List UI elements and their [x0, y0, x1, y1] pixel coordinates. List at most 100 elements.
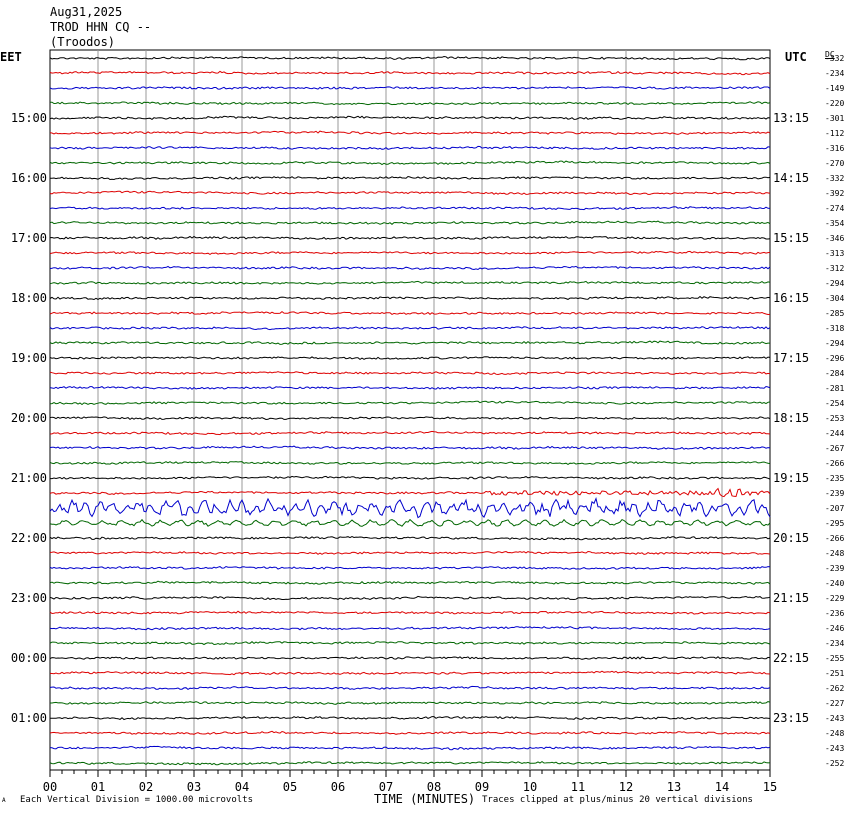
x-tick-label: 12 [619, 780, 633, 794]
trace-10 [49, 190, 771, 196]
dc-offset-label: -149 [825, 84, 844, 93]
left-hour-label: 20:00 [11, 411, 47, 425]
dc-offset-label: -227 [825, 699, 844, 708]
trace-36 [49, 580, 771, 585]
date-label: Aug31,2025 [50, 5, 123, 19]
dc-offset-label: -332 [825, 174, 844, 183]
dc-offset-label: -246 [825, 624, 844, 633]
trace-8 [49, 160, 771, 166]
trace-41 [49, 656, 771, 660]
trace-14 [49, 250, 771, 255]
right-hour-label: 16:15 [773, 291, 809, 305]
trace-44 [50, 701, 771, 705]
dc-offset-label: -313 [825, 249, 844, 258]
trace-23 [49, 385, 771, 390]
right-hour-label: 17:15 [773, 351, 809, 365]
dc-offset-label: -254 [825, 399, 844, 408]
trace-1 [49, 55, 771, 61]
trace-22 [49, 371, 771, 376]
trace-13 [49, 235, 771, 240]
trace-42 [49, 670, 771, 676]
right-hour-label: 14:15 [773, 171, 809, 185]
trace-38 [49, 610, 771, 615]
x-tick-label: 09 [475, 780, 489, 794]
dc-offset-label: -267 [825, 444, 844, 453]
trace-21 [49, 356, 771, 361]
trace-40 [49, 641, 771, 646]
trace-46 [49, 730, 771, 735]
trace-39 [49, 625, 771, 631]
x-tick-label: 05 [283, 780, 297, 794]
trace-17 [49, 295, 771, 301]
x-tick-label: 11 [571, 780, 585, 794]
trace-30 [49, 487, 771, 498]
scale-note: Each Vertical Division = 1000.00 microvo… [20, 795, 253, 805]
dc-offset-label: -301 [825, 114, 844, 123]
left-hour-label: 22:00 [11, 531, 47, 545]
x-tick-label: 03 [187, 780, 201, 794]
x-tick-label: 08 [427, 780, 441, 794]
plot-frame [49, 49, 771, 771]
trace-18 [49, 310, 771, 316]
x-tick-label: 06 [331, 780, 345, 794]
dc-offset-label: -252 [825, 759, 844, 768]
dc-offset-label: -239 [825, 564, 844, 573]
trace-28 [49, 461, 771, 465]
right-hour-label: 15:15 [773, 231, 809, 245]
trace-43 [49, 685, 771, 691]
trace-48 [49, 760, 771, 766]
dc-offset-label: -284 [825, 369, 844, 378]
corner-mark: A [2, 797, 6, 804]
trace-26 [49, 430, 771, 436]
x-tick-label: 10 [523, 780, 537, 794]
right-timezone-label: UTC [785, 50, 807, 64]
trace-15 [49, 265, 771, 271]
trace-4 [49, 101, 771, 106]
trace-25 [49, 416, 771, 421]
dc-offset-label: -243 [825, 714, 844, 723]
left-hour-label: 23:00 [11, 591, 47, 605]
x-tick-label: 02 [139, 780, 153, 794]
location-label: (Troodos) [50, 35, 116, 49]
x-tick-label: 13 [667, 780, 681, 794]
dc-offset-label: -248 [825, 549, 844, 558]
left-hour-label: 16:00 [11, 171, 47, 185]
trace-33 [49, 536, 771, 541]
dc-offset-label: -234 [825, 69, 844, 78]
right-hour-label: 19:15 [773, 471, 809, 485]
dc-offset-label: -235 [825, 474, 844, 483]
left-hour-label: 21:00 [11, 471, 47, 485]
dc-offset-label: -262 [825, 684, 844, 693]
dc-offset-label: -112 [825, 129, 844, 138]
dc-offset-label: -234 [825, 639, 844, 648]
dc-offset-label: -294 [825, 339, 844, 348]
trace-20 [49, 340, 770, 345]
x-tick-label: 14 [715, 780, 729, 794]
dc-offset-label: -253 [825, 414, 844, 423]
x-tick-label: 07 [379, 780, 393, 794]
trace-45 [49, 715, 771, 721]
dc-offset-label: -236 [825, 609, 844, 618]
trace-16 [49, 280, 771, 285]
dc-offset-label: -251 [825, 669, 844, 678]
dc-offset-label: -239 [825, 489, 844, 498]
dc-offset-label: -274 [825, 204, 844, 213]
dc-offset-label: -296 [825, 354, 844, 363]
left-hour-label: 01:00 [11, 711, 47, 725]
clip-note: Traces clipped at plus/minus 20 vertical… [482, 795, 753, 805]
left-timezone-label: EET [0, 50, 22, 64]
trace-35 [49, 565, 771, 570]
dc-offset-label: -294 [825, 279, 844, 288]
dc-offset-label: -346 [825, 234, 844, 243]
trace-3 [49, 86, 771, 90]
dc-offset-label: -243 [825, 744, 844, 753]
trace-31 [49, 497, 771, 519]
right-hour-label: 18:15 [773, 411, 809, 425]
dc-offset-label: -281 [825, 384, 844, 393]
x-tick-label: 00 [43, 780, 57, 794]
dc-offset-label: -220 [825, 99, 844, 108]
trace-11 [49, 206, 771, 211]
dc-offset-label: -266 [825, 459, 844, 468]
trace-5 [49, 115, 771, 121]
